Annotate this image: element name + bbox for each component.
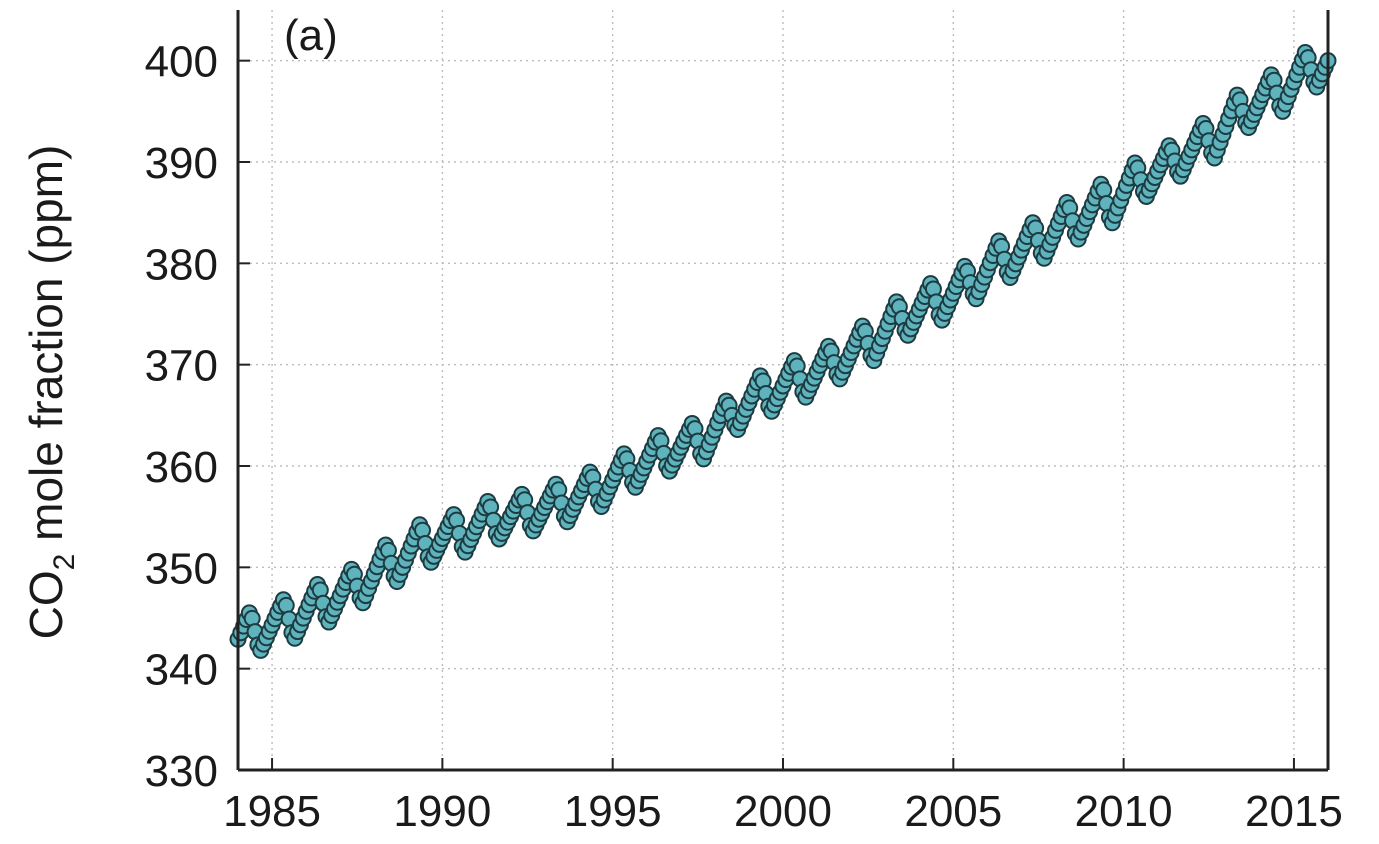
x-tick-label: 2005: [904, 787, 1002, 836]
x-tick-label: 1995: [564, 787, 662, 836]
panel-label: (a): [284, 11, 338, 60]
y-tick-label: 370: [145, 342, 218, 391]
y-ticks: 330 340 350 360 370 380 390 400: [145, 38, 250, 796]
y-tick-label: 360: [145, 443, 218, 492]
data-point: [1095, 181, 1113, 199]
data-points: [229, 44, 1337, 659]
y-axis-title-prefix: CO: [20, 570, 72, 639]
y-axis-title-subscript: 2: [48, 554, 81, 571]
x-tick-label: 2000: [734, 787, 832, 836]
y-tick-label: 380: [145, 240, 218, 289]
y-tick-label: 340: [145, 646, 218, 695]
grid: [238, 10, 1328, 770]
x-tick-label: 2010: [1075, 787, 1173, 836]
y-tick-label: 330: [145, 747, 218, 796]
y-tick-label: 400: [145, 38, 218, 87]
x-ticks: 1985 1990 1995 2000 2005 2010 2015: [223, 758, 1343, 836]
data-point: [277, 596, 295, 614]
y-axis-title-suffix: mole fraction (ppm): [20, 145, 72, 554]
y-tick-label: 350: [145, 544, 218, 593]
x-tick-label: 2015: [1245, 787, 1343, 836]
y-tick-label: 390: [145, 139, 218, 188]
y-axis-title: CO2 mole fraction (ppm): [20, 145, 81, 640]
x-tick-label: 1990: [393, 787, 491, 836]
x-tick-label: 1985: [223, 787, 321, 836]
